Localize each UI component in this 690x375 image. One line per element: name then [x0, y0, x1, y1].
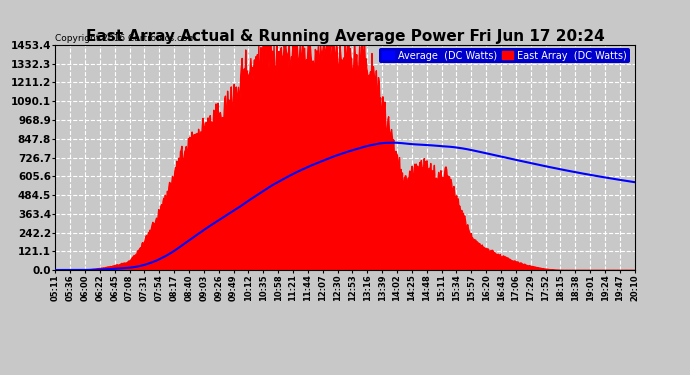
Title: East Array Actual & Running Average Power Fri Jun 17 20:24: East Array Actual & Running Average Powe… — [86, 29, 604, 44]
Text: Copyright 2016 Cartronics.com: Copyright 2016 Cartronics.com — [55, 34, 197, 43]
Legend: Average  (DC Watts), East Array  (DC Watts): Average (DC Watts), East Array (DC Watts… — [380, 48, 630, 63]
